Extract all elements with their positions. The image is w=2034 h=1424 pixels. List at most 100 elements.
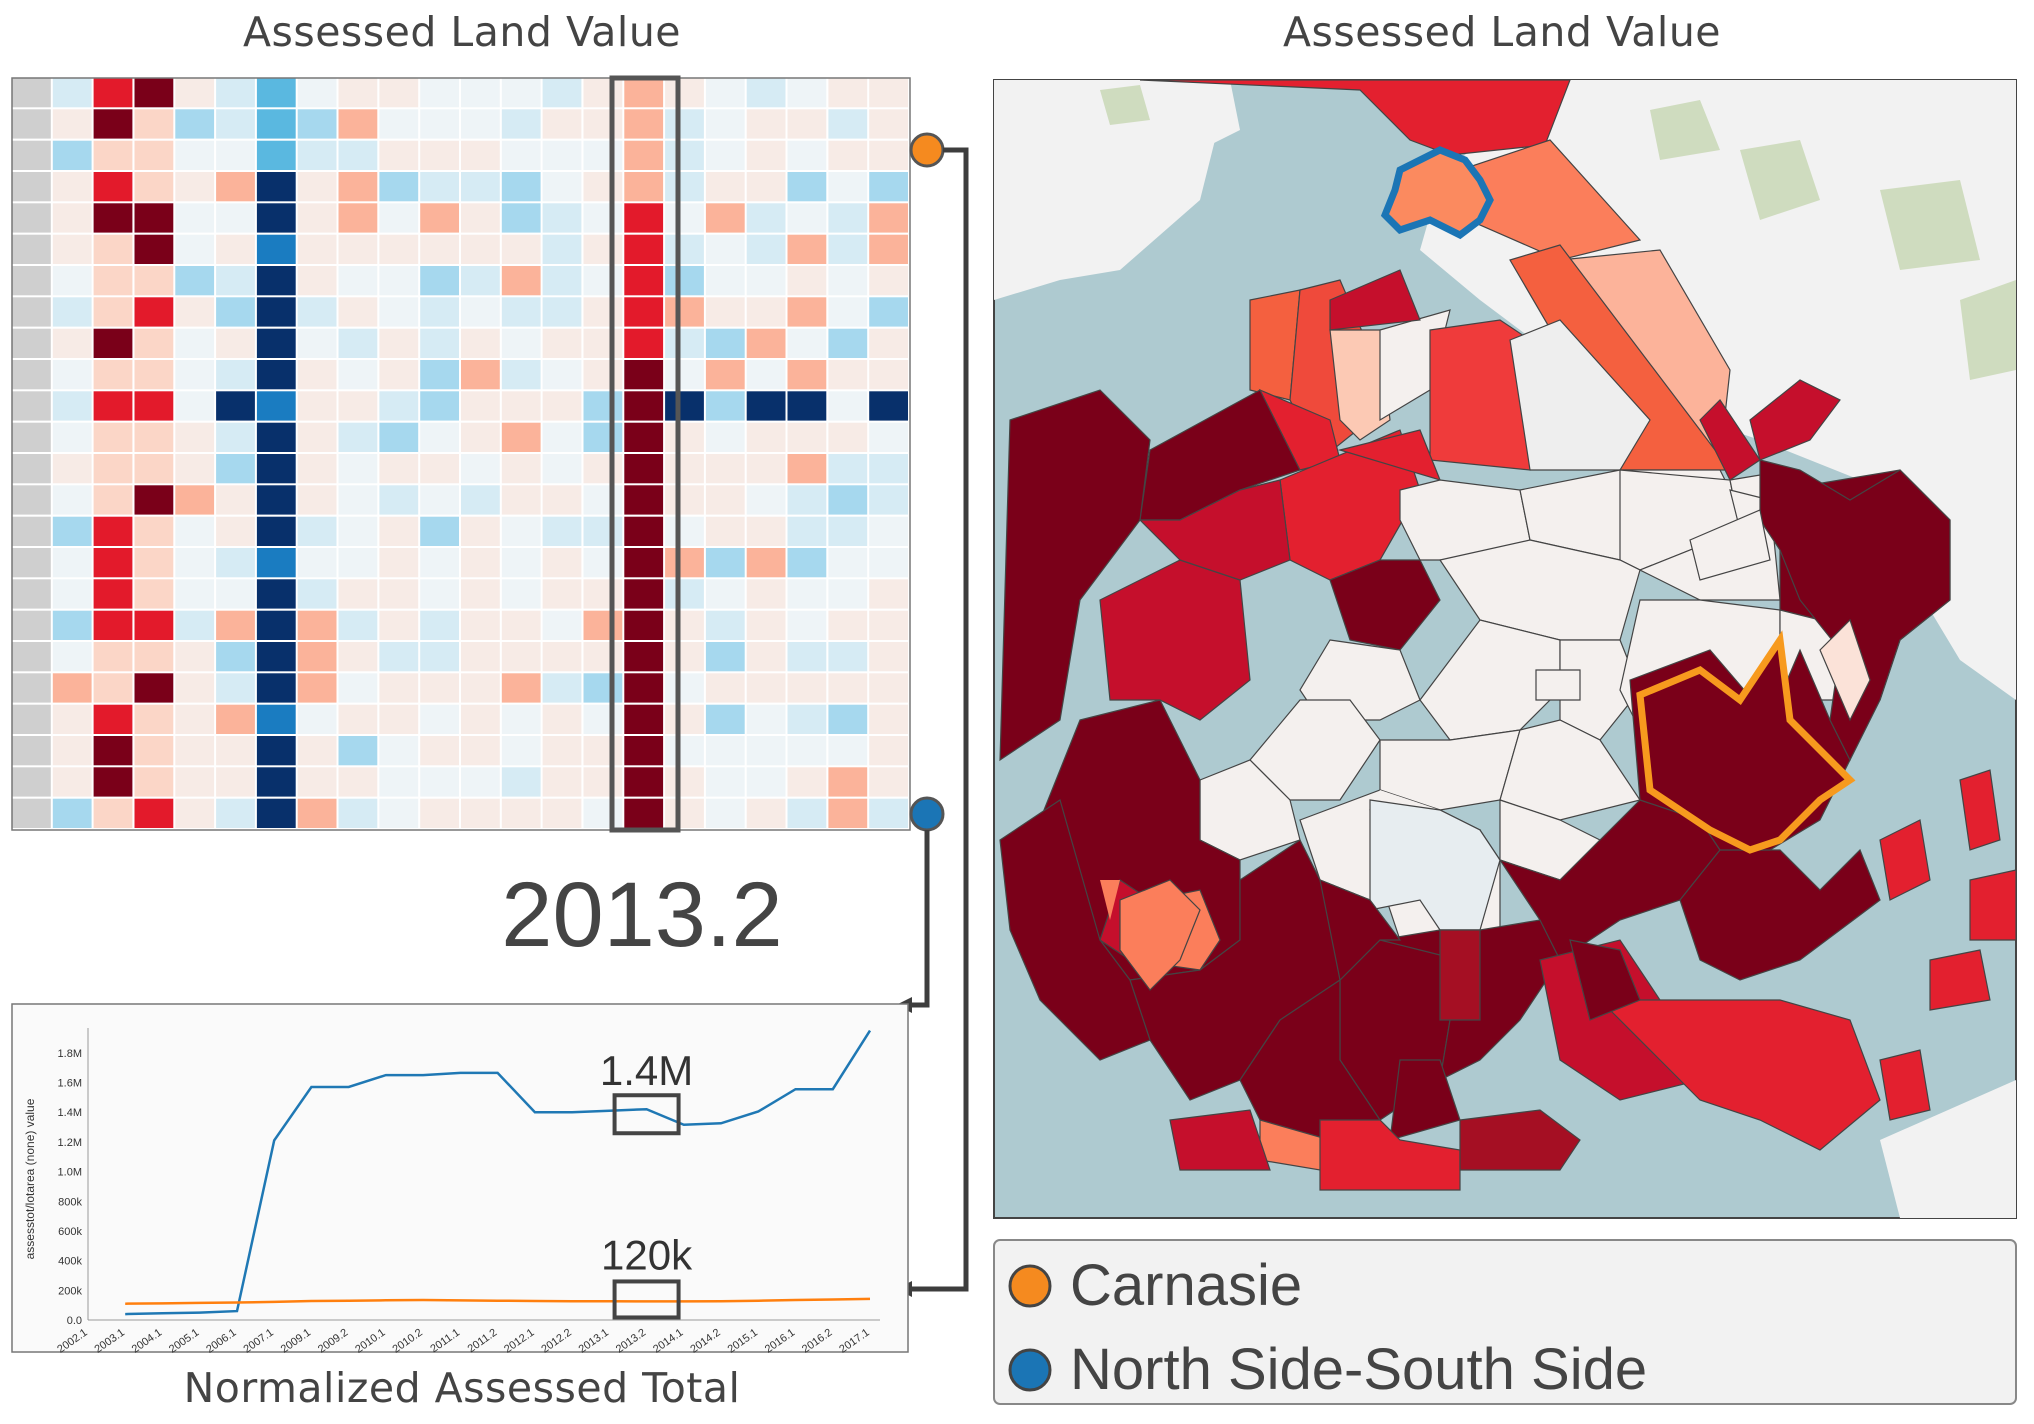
heatmap-cell[interactable] <box>501 172 541 202</box>
heatmap-cell[interactable] <box>624 78 664 108</box>
heatmap-cell[interactable] <box>828 798 868 828</box>
heatmap-cell[interactable] <box>175 266 215 296</box>
heatmap-cell[interactable] <box>52 234 92 264</box>
heatmap-cell[interactable] <box>624 579 664 609</box>
heatmap-cell[interactable] <box>297 172 337 202</box>
heatmap-cell[interactable] <box>297 234 337 264</box>
heatmap-cell[interactable] <box>297 642 337 672</box>
carnasie-marker[interactable] <box>909 132 945 168</box>
heatmap-cell[interactable] <box>93 736 133 766</box>
heatmap-cell[interactable] <box>297 610 337 640</box>
heatmap-cell[interactable] <box>420 297 459 327</box>
carnasie-series-line[interactable] <box>125 1297 871 1305</box>
heatmap-cell[interactable] <box>624 704 664 734</box>
heatmap-cell[interactable] <box>746 548 786 578</box>
heatmap-cell[interactable] <box>869 485 908 515</box>
heatmap-cell[interactable] <box>787 673 827 703</box>
heatmap-cell[interactable] <box>705 140 745 170</box>
heatmap-cell[interactable] <box>501 454 541 484</box>
heatmap-cell[interactable] <box>93 485 133 515</box>
heatmap-cell[interactable] <box>624 172 664 202</box>
heatmap-cell[interactable] <box>501 297 541 327</box>
heatmap-cell[interactable] <box>52 767 92 797</box>
heatmap-cell[interactable] <box>461 516 500 546</box>
heatmap-cell[interactable] <box>297 140 337 170</box>
heatmap-cell[interactable] <box>583 266 623 296</box>
heatmap-cell[interactable] <box>134 798 174 828</box>
heatmap-cell[interactable] <box>297 516 337 546</box>
heatmap-cell[interactable] <box>134 234 174 264</box>
heatmap-cell[interactable] <box>705 767 745 797</box>
heatmap-cell[interactable] <box>379 610 419 640</box>
heatmap-cell[interactable] <box>665 610 704 640</box>
heatmap-cell[interactable] <box>256 579 296 609</box>
heatmap-cell[interactable] <box>134 610 174 640</box>
heatmap-cell[interactable] <box>542 798 582 828</box>
heatmap-cell[interactable] <box>665 234 704 264</box>
heatmap-cell[interactable] <box>624 266 664 296</box>
heatmap-cell[interactable] <box>256 454 296 484</box>
heatmap-cell[interactable] <box>420 203 459 233</box>
heatmap-cell[interactable] <box>665 516 704 546</box>
heatmap-cell[interactable] <box>93 78 133 108</box>
heatmap-cell[interactable] <box>134 109 174 139</box>
heatmap-cell[interactable] <box>175 328 215 358</box>
heatmap-cell[interactable] <box>134 422 174 452</box>
heatmap-cell[interactable] <box>297 673 337 703</box>
heatmap-cell[interactable] <box>461 548 500 578</box>
heatmap-cell[interactable] <box>216 579 255 609</box>
heatmap-cell[interactable] <box>583 234 623 264</box>
heatmap-cell[interactable] <box>134 485 174 515</box>
heatmap-cell[interactable] <box>297 579 337 609</box>
heatmap-cell[interactable] <box>461 109 500 139</box>
heatmap-cell[interactable] <box>175 454 215 484</box>
heatmap-cell[interactable] <box>746 328 786 358</box>
heatmap-cell[interactable] <box>134 767 174 797</box>
heatmap-cell[interactable] <box>297 548 337 578</box>
heatmap-cell[interactable] <box>420 642 459 672</box>
heatmap-cell[interactable] <box>787 391 827 421</box>
heatmap-cell[interactable] <box>52 548 92 578</box>
heatmap-cell[interactable] <box>12 673 51 703</box>
heatmap-cell[interactable] <box>175 704 215 734</box>
heatmap-cell[interactable] <box>705 266 745 296</box>
heatmap-cell[interactable] <box>379 798 419 828</box>
heatmap-cell[interactable] <box>828 78 868 108</box>
heatmap-cell[interactable] <box>134 328 174 358</box>
heatmap-cell[interactable] <box>175 203 215 233</box>
heatmap-cell[interactable] <box>828 140 868 170</box>
heatmap-cell[interactable] <box>12 548 51 578</box>
heatmap-cell[interactable] <box>256 234 296 264</box>
heatmap-cell[interactable] <box>461 767 500 797</box>
heatmap-cell[interactable] <box>379 516 419 546</box>
heatmap-cell[interactable] <box>665 798 704 828</box>
heatmap-cell[interactable] <box>542 234 582 264</box>
heatmap-cell[interactable] <box>787 610 827 640</box>
heatmap-cell[interactable] <box>665 78 704 108</box>
heatmap-cell[interactable] <box>746 610 786 640</box>
heatmap-cell[interactable] <box>869 360 908 390</box>
heatmap-cell[interactable] <box>624 516 664 546</box>
heatmap-cell[interactable] <box>93 548 133 578</box>
heatmap-cell[interactable] <box>665 297 704 327</box>
heatmap-cell[interactable] <box>583 798 623 828</box>
heatmap-cell[interactable] <box>828 109 868 139</box>
heatmap-cell[interactable] <box>379 485 419 515</box>
heatmap-cell[interactable] <box>297 798 337 828</box>
heatmap-cell[interactable] <box>542 579 582 609</box>
heatmap-cell[interactable] <box>869 704 908 734</box>
heatmap-cell[interactable] <box>216 328 255 358</box>
heatmap-cell[interactable] <box>746 78 786 108</box>
heatmap-cell[interactable] <box>12 610 51 640</box>
heatmap-cell[interactable] <box>624 642 664 672</box>
heatmap-cell[interactable] <box>93 234 133 264</box>
heatmap-cell[interactable] <box>52 172 92 202</box>
heatmap-cell[interactable] <box>461 234 500 264</box>
heatmap-cell[interactable] <box>12 454 51 484</box>
heatmap-cell[interactable] <box>542 422 582 452</box>
north-side-south-side-outline[interactable] <box>1380 146 1494 240</box>
heatmap-cell[interactable] <box>216 767 255 797</box>
heatmap-cell[interactable] <box>869 422 908 452</box>
heatmap-cell[interactable] <box>869 109 908 139</box>
heatmap-cell[interactable] <box>93 579 133 609</box>
